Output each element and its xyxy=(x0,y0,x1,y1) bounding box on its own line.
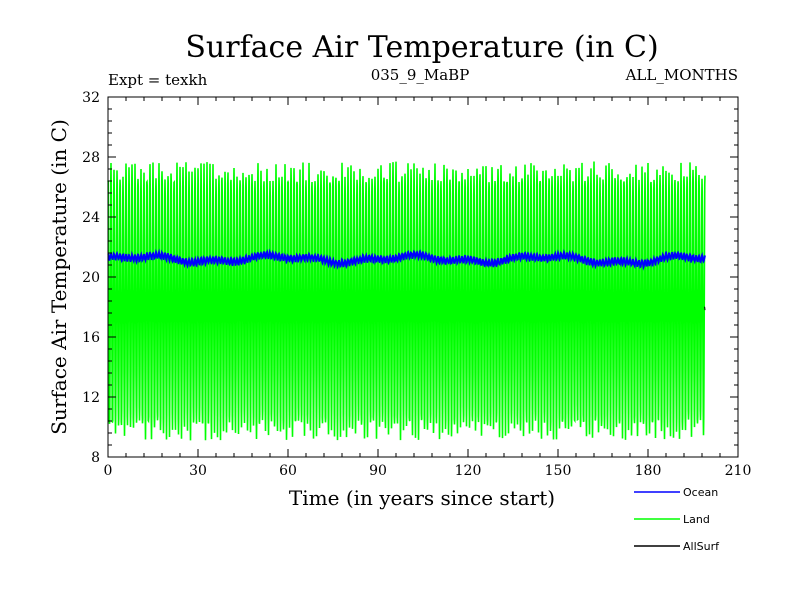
y-axis-label: Surface Air Temperature (in C) xyxy=(47,119,71,435)
series-ocean-line xyxy=(107,248,706,271)
series-land-line xyxy=(107,161,706,441)
axis-layer: 0 30 60 90 120 150 180 210 8 12 16 20 24 28 32 xyxy=(82,90,751,479)
series-allsurf-line xyxy=(704,306,706,311)
y-tick-label: 12 xyxy=(82,390,100,406)
series-layer xyxy=(107,161,706,441)
legend-label-ocean: Ocean xyxy=(683,486,718,499)
y-tick-label: 28 xyxy=(82,150,100,166)
x-tick-label: 30 xyxy=(189,463,207,479)
x-tick-label: 210 xyxy=(725,463,752,479)
y-tick-label: 20 xyxy=(82,270,100,286)
x-tick-label: 150 xyxy=(545,463,572,479)
subtitle-left: Expt = texkh xyxy=(108,71,208,89)
x-axis-label: Time (in years since start) xyxy=(289,486,555,510)
x-tick-label: 120 xyxy=(455,463,482,479)
y-tick-label: 8 xyxy=(91,450,100,466)
x-tick-label: 0 xyxy=(104,463,113,479)
legend-label-land: Land xyxy=(683,513,710,526)
legend: Ocean Land AllSurf xyxy=(634,486,720,553)
chart-title: Surface Air Temperature (in C) xyxy=(185,30,658,65)
subtitle-right: ALL_MONTHS xyxy=(625,66,738,84)
legend-label-allsurf: AllSurf xyxy=(683,540,720,553)
x-tick-label: 60 xyxy=(279,463,297,479)
x-tick-label: 90 xyxy=(369,463,387,479)
subtitle-center: 035_9_MaBP xyxy=(371,66,470,84)
y-tick-label: 24 xyxy=(82,210,100,226)
y-tick-label: 16 xyxy=(82,330,100,346)
x-tick-label: 180 xyxy=(635,463,662,479)
y-tick-label: 32 xyxy=(82,90,100,106)
